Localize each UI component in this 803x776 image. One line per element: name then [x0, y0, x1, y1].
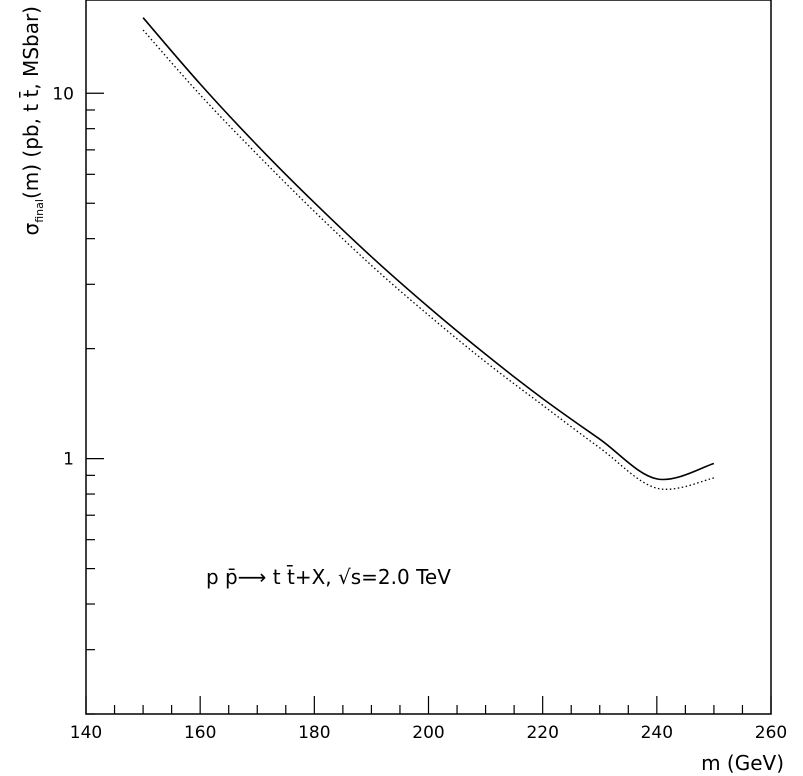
x-tick-label-220: 220	[526, 723, 558, 743]
axis-ticks	[85, 92, 772, 715]
y-tick-label-1: 1	[63, 450, 74, 470]
x-tick-label-180: 180	[298, 723, 330, 743]
y-tick-label-10: 10	[52, 84, 74, 104]
series-line-dotted	[142, 29, 715, 490]
x-axis-title: m (GeV)	[701, 751, 784, 775]
y-axis-title-sigma: σ	[19, 222, 43, 235]
x-tick-label-260: 260	[755, 723, 787, 743]
series-line-solid	[142, 17, 715, 481]
y-axis-title-rest: (m) (pb, t t̄, MSbar)	[18, 6, 43, 199]
x-tick-label-200: 200	[412, 723, 444, 743]
series-layer	[142, 17, 715, 490]
process-annotation: p p̄⟶ t t̄+X, √s=2.0 TeV	[206, 564, 451, 589]
y-axis-title-subscript: final	[33, 199, 46, 223]
x-tick-label-160: 160	[184, 723, 216, 743]
plot-frame	[85, 0, 772, 715]
x-tick-label-240: 240	[641, 723, 673, 743]
y-axis-title: σfinal(m) (pb, t t̄, MSbar)	[18, 6, 46, 235]
x-tick-label-140: 140	[70, 723, 102, 743]
